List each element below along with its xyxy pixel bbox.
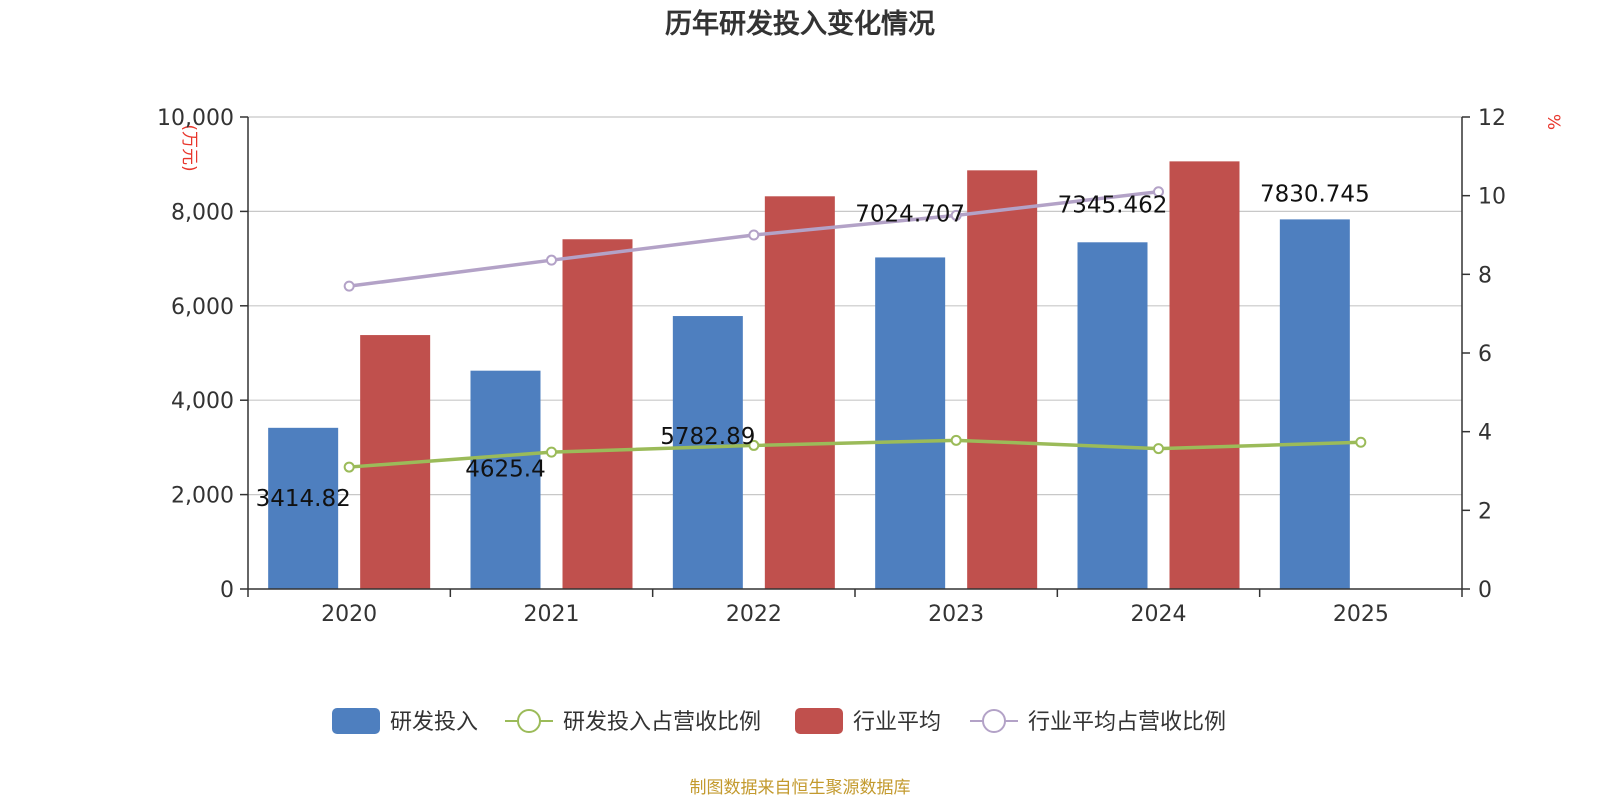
rd-bar-2023 — [875, 257, 946, 589]
left-tick-label: 2,000 — [171, 484, 234, 509]
rd-bar-2025 — [1279, 219, 1350, 589]
x-tick-label: 2023 — [928, 602, 984, 627]
legend-item-3[interactable]: 行业平均 — [795, 708, 941, 735]
rd-value-label-2024: 7345.462 — [1058, 192, 1168, 218]
rd-value-label-2021: 4625.4 — [465, 457, 545, 483]
industry-ratio-point-2023 — [950, 209, 962, 221]
legend[interactable]: 研发投入 研发投入占营收比例 行业平均 行业平均占营收比例 — [332, 708, 1226, 735]
x-tick-label: 2024 — [1131, 602, 1187, 627]
rd-value-label-2022: 5782.89 — [660, 424, 755, 450]
rd-ratio-line — [349, 438, 1361, 469]
industry-ratio-point-2021 — [546, 254, 557, 266]
rd-value-label-2023: 7024.707 — [855, 201, 965, 227]
right-axis-unit: % — [1543, 114, 1563, 130]
legend-label: 行业平均 — [853, 710, 941, 735]
rd-ratio-point-2021 — [546, 446, 557, 458]
legend-item-1[interactable]: 研发投入 — [332, 708, 478, 735]
legend-item-4[interactable]: 行业平均占营收比例 — [970, 709, 1226, 735]
rd-bar-2021 — [470, 370, 541, 589]
rd-bar-2020 — [268, 427, 339, 589]
industry-bar-2023 — [967, 170, 1038, 589]
rd-ratio-point-2022 — [748, 439, 760, 451]
x-tick-label: 2022 — [726, 602, 782, 627]
rd-ratio-point-2020 — [343, 461, 355, 473]
right-tick-label: 6 — [1478, 342, 1492, 367]
data-labels: 3414.82 4625.4 5782.89 7024.707 7345.462 7830… — [256, 181, 1370, 511]
legend-swatch — [332, 708, 380, 734]
line-group — [343, 186, 1367, 473]
axes: 0 2,000 4,000 6,000 8,000 10,000 0 2 4 6 8 10 12 2020… — [157, 106, 1506, 627]
industry-bar-2022 — [764, 196, 835, 589]
rd-value-label-2020: 3414.82 — [256, 486, 351, 512]
right-tick-label: 12 — [1478, 106, 1506, 131]
gridlines — [248, 116, 1462, 496]
left-tick-label: 4,000 — [171, 389, 234, 414]
rd-ratio-point-2023 — [950, 434, 962, 446]
rd-bar-2024 — [1077, 242, 1148, 589]
right-tick-label: 0 — [1478, 578, 1492, 603]
left-tick-label: 6,000 — [171, 295, 234, 320]
legend-item-2[interactable]: 研发投入占营收比例 — [505, 709, 761, 735]
left-tick-label: 8,000 — [171, 200, 234, 225]
legend-label: 研发投入 — [390, 710, 478, 735]
left-tick-label: 10,000 — [157, 106, 234, 131]
chart-title: 历年研发投入变化情况 — [665, 8, 935, 40]
industry-ratio-point-2020 — [343, 280, 355, 292]
industry-ratio-point-2024 — [1153, 186, 1164, 198]
rd-value-label-2025: 7830.745 — [1260, 181, 1370, 207]
legend-swatch-marker — [982, 709, 1006, 733]
x-tick-label: 2020 — [321, 602, 377, 627]
industry-bar-2024 — [1169, 161, 1240, 590]
bar-group — [268, 161, 1350, 590]
right-tick-label: 10 — [1478, 185, 1506, 210]
left-tick-label: 0 — [220, 578, 234, 603]
industry-bar-2021 — [562, 239, 633, 590]
x-tick-label: 2025 — [1333, 602, 1389, 627]
legend-swatch — [795, 708, 843, 734]
legend-swatch-marker — [517, 709, 541, 733]
legend-label: 行业平均占营收比例 — [1028, 710, 1226, 735]
rd-bar-2022 — [672, 316, 743, 589]
rd-ratio-point-2024 — [1153, 443, 1164, 455]
rd-ratio-point-2025 — [1355, 436, 1367, 448]
industry-ratio-point-2022 — [748, 229, 760, 241]
right-tick-label: 8 — [1478, 263, 1492, 288]
legend-label: 研发投入占营收比例 — [563, 710, 761, 735]
right-tick-label: 2 — [1478, 499, 1492, 524]
left-axis-unit: (万元) — [179, 124, 199, 171]
source-note: 制图数据来自恒生聚源数据库 — [690, 778, 911, 798]
x-tick-label: 2021 — [524, 602, 580, 627]
right-tick-label: 4 — [1478, 421, 1492, 446]
